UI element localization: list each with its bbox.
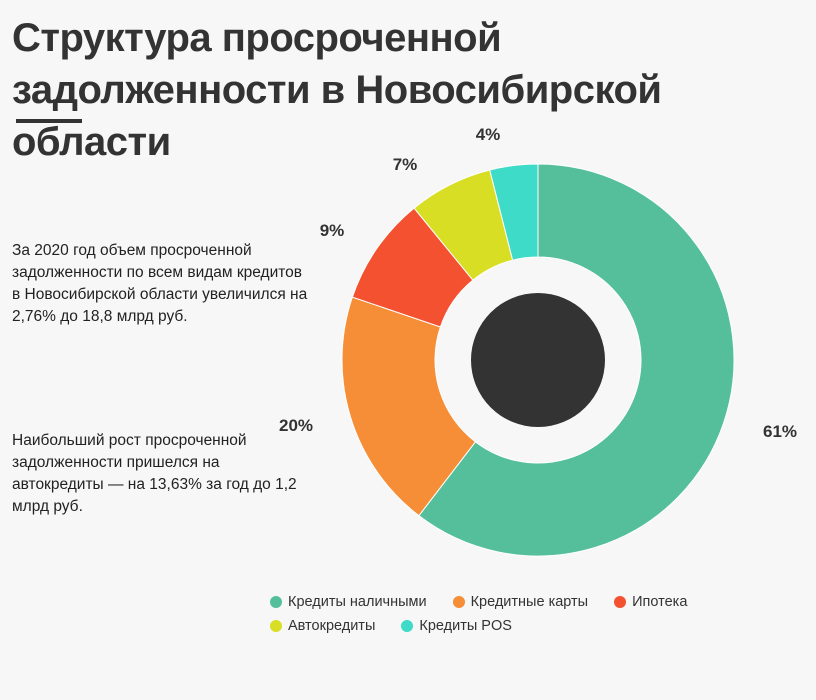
legend-swatch	[401, 620, 414, 632]
slice-кредитные-карты	[341, 296, 477, 517]
slice-кредиты-наличными	[418, 163, 735, 557]
chart-legend: Кредиты наличными Кредитные карты Ипотека А…	[270, 592, 810, 636]
page-title: Структура просроченной задолженности в Н…	[12, 16, 662, 164]
legend-item-кредитные-карты: Кредитные карты	[452, 592, 589, 612]
value-label-ипотека: 9%	[320, 221, 345, 240]
legend-swatch	[614, 596, 627, 608]
slice-кредиты-pos	[489, 163, 539, 261]
legend-swatch	[270, 596, 282, 608]
note-total-growth: За 2020 год объем просроченной задолженн…	[12, 242, 308, 325]
title-underline	[16, 119, 82, 123]
chart-slices	[341, 163, 735, 557]
legend-label: Кредитные карты	[470, 594, 589, 610]
value-label-кредиты-pos: 4%	[476, 125, 501, 144]
legend-label: Автокредиты	[288, 618, 376, 634]
legend-label: Кредиты наличными	[288, 594, 427, 610]
legend-swatch	[452, 596, 465, 608]
legend-label: Кредиты POS	[419, 618, 512, 634]
chart-value-labels: 61% 20% 9% 7% 4%	[279, 125, 797, 441]
value-label-автокредиты: 7%	[393, 155, 418, 174]
legend-swatch	[270, 620, 282, 632]
legend-item-автокредиты: Автокредиты	[270, 616, 375, 636]
legend-label: Ипотека	[632, 594, 688, 610]
value-label-кредитные-карты: 20%	[279, 416, 313, 435]
value-label-кредиты-наличными: 61%	[763, 422, 797, 441]
note-auto-loans-growth: Наибольший рост просроченной задолженнос…	[12, 432, 297, 515]
legend-item-ипотека: Ипотека	[614, 592, 687, 612]
legend-item-кредиты-наличными: Кредиты наличными	[270, 592, 427, 612]
legend-item-кредиты-pos: Кредиты POS	[401, 616, 512, 636]
donut-center-disc	[471, 293, 605, 427]
